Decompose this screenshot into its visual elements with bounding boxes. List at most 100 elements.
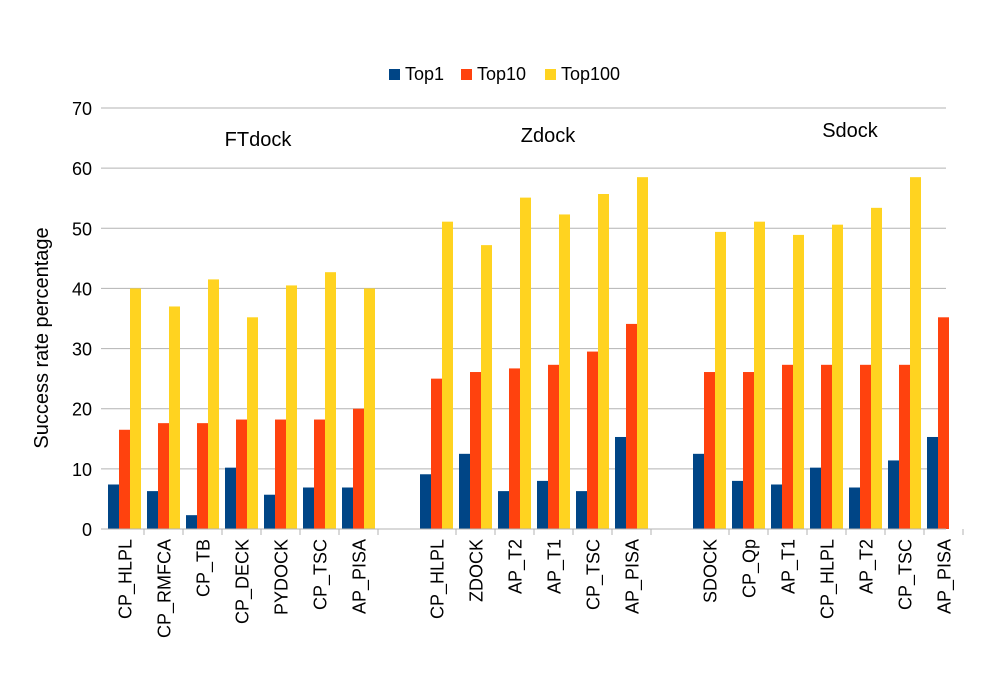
x-tick-label: CP_TSC <box>311 539 332 610</box>
bar <box>342 487 353 529</box>
x-tick-label: AP_PISA <box>350 539 371 614</box>
bar <box>186 515 197 529</box>
x-tick-label: AP_T2 <box>857 539 878 594</box>
bar <box>888 460 899 529</box>
bar <box>119 429 130 529</box>
bar <box>208 279 219 529</box>
bar <box>264 494 275 529</box>
bar <box>303 487 314 529</box>
bar <box>626 323 637 529</box>
bar <box>442 221 453 530</box>
bar <box>314 419 325 529</box>
bar <box>197 423 208 529</box>
bar <box>509 368 520 529</box>
bar <box>169 306 180 529</box>
bar <box>821 364 832 529</box>
group-labels: FTdock Zdock Sdock <box>225 120 879 151</box>
bar <box>832 224 843 530</box>
bar <box>860 364 871 529</box>
bar <box>871 207 882 529</box>
bar <box>793 234 804 529</box>
y-tick-label: 0 <box>82 520 92 540</box>
y-axis-title: Success rate percentage <box>31 227 53 448</box>
legend-swatch <box>545 69 556 80</box>
legend-label: Top100 <box>561 64 620 84</box>
x-tick-label: AP_PISA <box>935 539 956 614</box>
legend-label: Top10 <box>477 64 526 84</box>
bar <box>693 453 704 529</box>
x-tick-label: CP_HLPL <box>818 539 839 619</box>
y-tick-label: 60 <box>72 159 92 179</box>
bar <box>771 484 782 529</box>
bar <box>236 419 247 529</box>
bar <box>782 364 793 529</box>
y-tick-label: 20 <box>72 400 92 420</box>
x-tick-label: CP_TB <box>194 539 215 597</box>
bar <box>810 467 821 529</box>
bar <box>637 177 648 529</box>
bar <box>587 351 598 529</box>
bar <box>498 491 509 529</box>
x-tick-label: SDOCK <box>701 539 721 603</box>
legend-swatch <box>389 69 400 80</box>
bar <box>938 317 949 529</box>
bar <box>927 436 938 529</box>
bars <box>108 177 949 530</box>
y-tick-label: 10 <box>72 460 92 480</box>
x-tick-label: CP_TSC <box>584 539 605 610</box>
legend-swatch <box>461 69 472 80</box>
bar <box>520 197 531 529</box>
x-tick-label: CP_RMFCA <box>155 539 176 638</box>
bar <box>537 480 548 529</box>
group-label: Sdock <box>822 120 879 142</box>
x-tick-label: CP_HLPL <box>428 539 449 619</box>
y-tick-label: 70 <box>72 99 92 119</box>
bar <box>732 480 743 529</box>
bar <box>147 491 158 529</box>
x-axis: CP_HLPL CP_RMFCA CP_TB CP_DECK PYDOCK CP_TSC A… <box>101 528 964 638</box>
bar <box>158 423 169 529</box>
group-label: Zdock <box>521 125 576 147</box>
x-tick-label: CP_Qp <box>740 539 761 598</box>
legend: Top1 Top10 Top100 <box>389 64 620 84</box>
y-axis: 0 10 20 30 40 50 60 70 <box>72 99 92 540</box>
bar <box>275 419 286 529</box>
bar <box>899 364 910 529</box>
bar <box>225 467 236 529</box>
bar <box>325 272 336 529</box>
y-tick-label: 30 <box>72 340 92 360</box>
bar <box>743 372 754 529</box>
x-tick-label: AP_PISA <box>623 539 644 614</box>
x-tick-label: CP_DECK <box>233 539 254 624</box>
x-tick-label: AP_T1 <box>779 539 800 594</box>
bar <box>615 436 626 529</box>
bar <box>420 474 431 529</box>
bar <box>481 245 492 529</box>
x-tick-label: AP_T2 <box>506 539 527 594</box>
group-label: FTdock <box>225 129 293 151</box>
x-tick-label: ZDOCK <box>467 539 487 602</box>
bar <box>470 372 481 529</box>
bar <box>247 317 258 529</box>
bar <box>910 177 921 529</box>
bar <box>459 453 470 529</box>
legend-label: Top1 <box>405 64 444 84</box>
bar <box>754 221 765 530</box>
bar <box>598 194 609 530</box>
bar <box>849 487 860 529</box>
bar <box>286 285 297 529</box>
bar <box>576 491 587 529</box>
bar <box>364 288 375 529</box>
y-tick-label: 40 <box>72 279 92 299</box>
x-tick-label: AP_T1 <box>545 539 566 594</box>
bar <box>548 364 559 529</box>
x-tick-label: CP_HLPL <box>116 539 137 619</box>
bar <box>704 372 715 529</box>
y-tick-label: 50 <box>72 219 92 239</box>
bar <box>559 214 570 529</box>
bar <box>108 484 119 529</box>
bar <box>130 288 141 529</box>
bar <box>353 408 364 529</box>
x-tick-label: PYDOCK <box>272 539 292 615</box>
